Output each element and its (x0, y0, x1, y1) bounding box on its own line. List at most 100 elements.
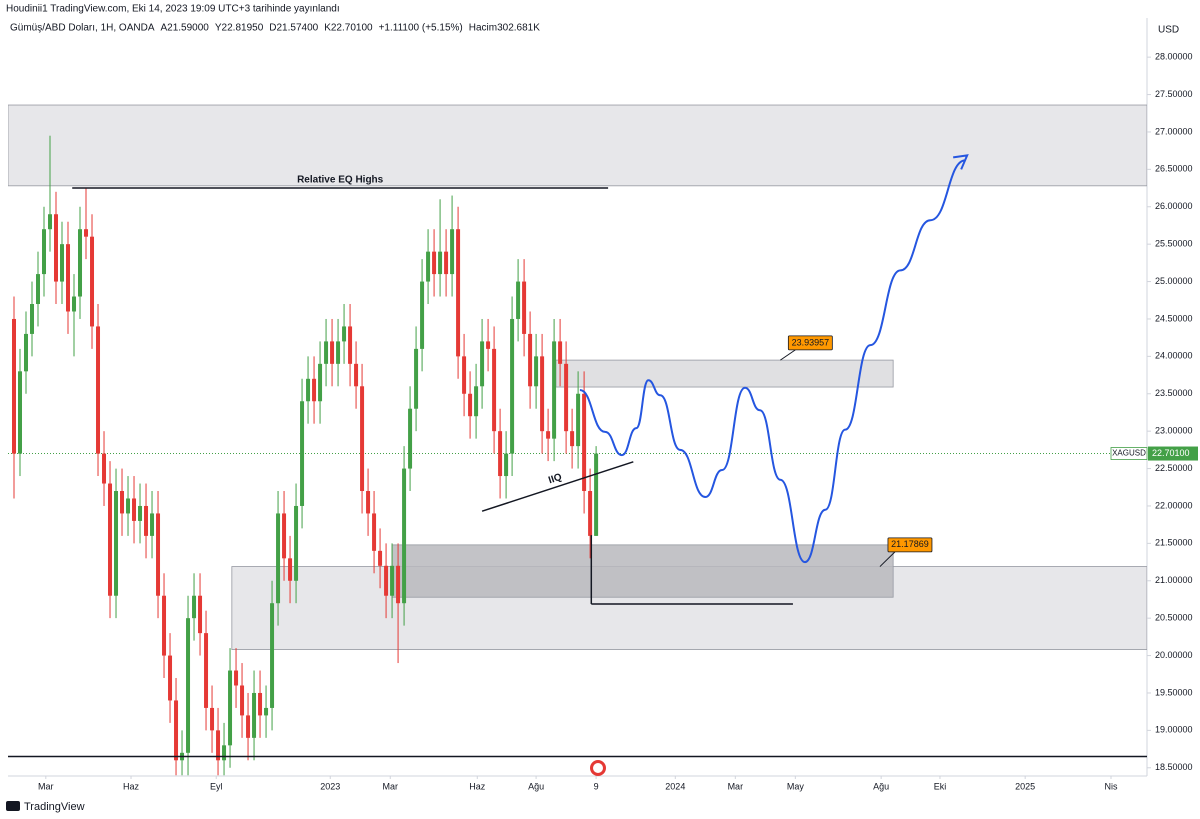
legend-item: D21.57400 (269, 23, 318, 34)
candle-body (252, 692, 257, 738)
candle-body (372, 513, 377, 551)
candle-body (324, 341, 329, 364)
y-tick-label: 26.00000 (1155, 201, 1193, 211)
candle-body (240, 685, 245, 716)
candle-body (72, 296, 77, 312)
candle-body (546, 431, 551, 439)
candle-body (426, 251, 431, 282)
candle-body (582, 393, 587, 492)
candle-body (12, 318, 17, 454)
candle-body (246, 715, 251, 738)
y-tick-label: 24.00000 (1155, 351, 1193, 361)
footer-logo (6, 801, 20, 811)
candle-body (222, 745, 227, 761)
candle-body (450, 229, 455, 275)
candle-body (312, 378, 317, 402)
tag-leader (879, 551, 896, 567)
candle-body (540, 356, 545, 432)
candle-body (126, 498, 131, 514)
series-name-tag (1110, 447, 1148, 460)
candle-body (498, 431, 503, 477)
y-tick-label: 24.50000 (1155, 313, 1193, 323)
candle-body (228, 670, 233, 746)
legend-item: +1.11100 (+5.15%) (379, 23, 463, 34)
candle-body (492, 348, 497, 432)
candle-body (432, 251, 437, 275)
candle-body (564, 363, 569, 432)
candle-body (264, 707, 269, 716)
zone (391, 544, 894, 598)
y-tick-label: 19.00000 (1155, 725, 1193, 735)
candle-body (468, 393, 473, 417)
tag-label: 21.17869 (891, 539, 929, 549)
candle-body (174, 700, 179, 761)
candle-body (558, 341, 563, 364)
candle-body (474, 386, 479, 417)
candle-body (216, 730, 221, 761)
candle-body (18, 371, 23, 454)
candle-body (360, 386, 365, 492)
y-tick-label: 20.00000 (1155, 650, 1193, 660)
candle-body (54, 214, 59, 282)
x-tick-label: 2023 (320, 781, 340, 791)
candle-body (192, 595, 197, 619)
candle-body (96, 326, 101, 454)
candle-body (84, 229, 89, 237)
y-tick-label: 19.50000 (1155, 687, 1193, 697)
candle-body (420, 281, 425, 349)
candle-body (594, 453, 599, 536)
candle-body (522, 281, 527, 334)
x-tick-label: Eki (934, 781, 947, 791)
candle-body (462, 356, 467, 394)
legend-item: K22.70100 (324, 23, 373, 34)
y-tick-label: 21.50000 (1155, 538, 1193, 548)
y-tick-label: 22.50000 (1155, 463, 1193, 473)
candle-body (168, 655, 173, 701)
candle-body (396, 565, 401, 604)
candle-body (204, 633, 209, 708)
y-tick-label: 20.50000 (1155, 613, 1193, 623)
x-tick-label: Ağu (528, 781, 544, 791)
candle-body (318, 363, 323, 402)
candle-body (330, 341, 335, 364)
legend-item: A21.59000 (160, 23, 209, 34)
candle-body (408, 408, 413, 469)
logo-mark (6, 801, 20, 811)
candle-body (300, 401, 305, 506)
y-tick-label: 25.50000 (1155, 239, 1193, 249)
candle-body (60, 244, 65, 282)
x-tick-label: Haz (123, 781, 140, 791)
axes: 18.50000 19.00000 19.50000 20.00000 20.50000… (38, 52, 1198, 791)
candle-body (384, 565, 389, 596)
x-tick-label: May (787, 781, 805, 791)
legend-item: Y22.81950 (215, 23, 264, 34)
candle-body (144, 505, 149, 536)
candle-body (438, 251, 443, 275)
candle-body (480, 341, 485, 387)
zone (555, 359, 894, 388)
candle-body (528, 333, 533, 387)
candle-body (510, 318, 515, 454)
footer-brand: TradingView (24, 801, 85, 813)
candle-body (66, 244, 71, 312)
tag-box (887, 537, 933, 553)
series-name: XAGUSD (1112, 449, 1146, 458)
candle-body (378, 550, 383, 566)
y-tick-label: 23.50000 (1155, 388, 1193, 398)
candle-body (162, 595, 167, 656)
candle-body (534, 356, 539, 387)
candle-body (516, 281, 521, 319)
candle-body (102, 453, 107, 484)
candle-body (456, 229, 461, 357)
candle-body (108, 483, 113, 596)
candle-body (210, 707, 215, 731)
candle-body (270, 603, 275, 708)
projection-path (579, 159, 966, 564)
candle-body (120, 491, 125, 514)
x-tick-label: 9 (594, 781, 599, 791)
candle-body (354, 363, 359, 387)
x-tick-label: 2024 (665, 781, 685, 791)
candle-body (294, 505, 299, 581)
